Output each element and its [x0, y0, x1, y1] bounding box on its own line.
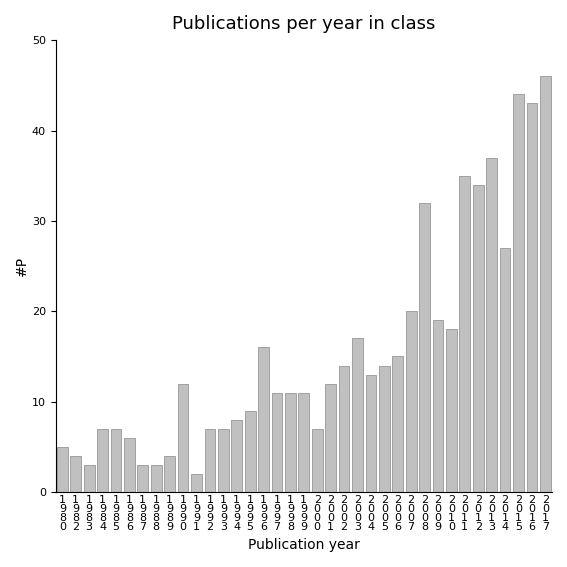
Bar: [258, 348, 269, 492]
Bar: [527, 103, 538, 492]
Bar: [513, 94, 524, 492]
Bar: [164, 456, 175, 492]
Bar: [177, 384, 188, 492]
Bar: [97, 429, 108, 492]
Bar: [137, 465, 148, 492]
Y-axis label: #P: #P: [15, 256, 29, 276]
Bar: [272, 392, 282, 492]
Bar: [540, 77, 551, 492]
Bar: [473, 185, 484, 492]
Bar: [338, 366, 349, 492]
Bar: [419, 203, 430, 492]
Bar: [500, 248, 510, 492]
Bar: [352, 338, 363, 492]
Bar: [298, 392, 309, 492]
Bar: [84, 465, 95, 492]
Bar: [406, 311, 417, 492]
X-axis label: Publication year: Publication year: [248, 538, 359, 552]
Bar: [392, 357, 403, 492]
Bar: [446, 329, 457, 492]
Bar: [231, 420, 242, 492]
Title: Publications per year in class: Publications per year in class: [172, 15, 435, 33]
Bar: [312, 429, 323, 492]
Bar: [325, 384, 336, 492]
Bar: [285, 392, 296, 492]
Bar: [486, 158, 497, 492]
Bar: [245, 411, 256, 492]
Bar: [205, 429, 215, 492]
Bar: [151, 465, 162, 492]
Bar: [111, 429, 121, 492]
Bar: [124, 438, 135, 492]
Bar: [57, 447, 67, 492]
Bar: [70, 456, 81, 492]
Bar: [218, 429, 229, 492]
Bar: [379, 366, 390, 492]
Bar: [191, 474, 202, 492]
Bar: [433, 320, 443, 492]
Bar: [366, 375, 376, 492]
Bar: [459, 176, 470, 492]
